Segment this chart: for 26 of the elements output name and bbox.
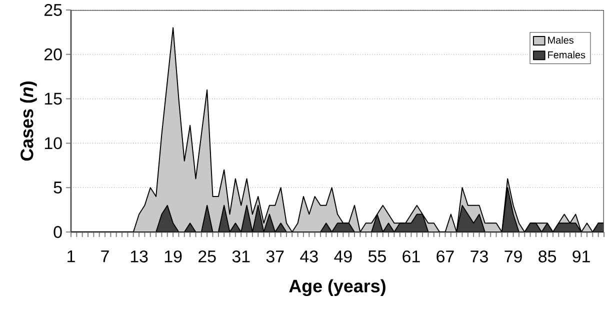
y-tick-label: 20 [44,48,62,60]
x-tick-label: 73 [470,250,488,262]
x-tick-label: 55 [368,250,386,262]
x-tick-label: 43 [300,250,318,262]
x-tick-label: 85 [538,250,556,262]
legend-label: Males [548,36,574,44]
y-tick-label: 5 [54,182,62,194]
y-tick-label: 25 [44,4,62,16]
x-tick-label: 79 [504,250,522,262]
x-axis-title: Age (years) [289,279,386,296]
y-tick-label: 10 [44,137,62,150]
x-tick-label: 67 [436,250,454,262]
x-tick-label: 13 [130,250,148,262]
legend-label: Females [548,51,586,58]
x-tick-label: 1 [68,250,75,262]
x-tick-label: 19 [164,250,182,262]
x-tick-label: 61 [402,250,420,262]
x-tick-label: 31 [232,250,250,262]
y-tick-label: 15 [44,92,62,105]
x-tick-label: 91 [572,250,590,262]
x-tick-label: 49 [334,250,352,262]
y-tick-label: 0 [54,226,62,238]
x-tick-label: 25 [198,250,216,262]
x-tick-label: 7 [101,250,109,262]
x-tick-label: 37 [266,250,284,262]
y-axis-title: Cases (n) [20,82,37,161]
